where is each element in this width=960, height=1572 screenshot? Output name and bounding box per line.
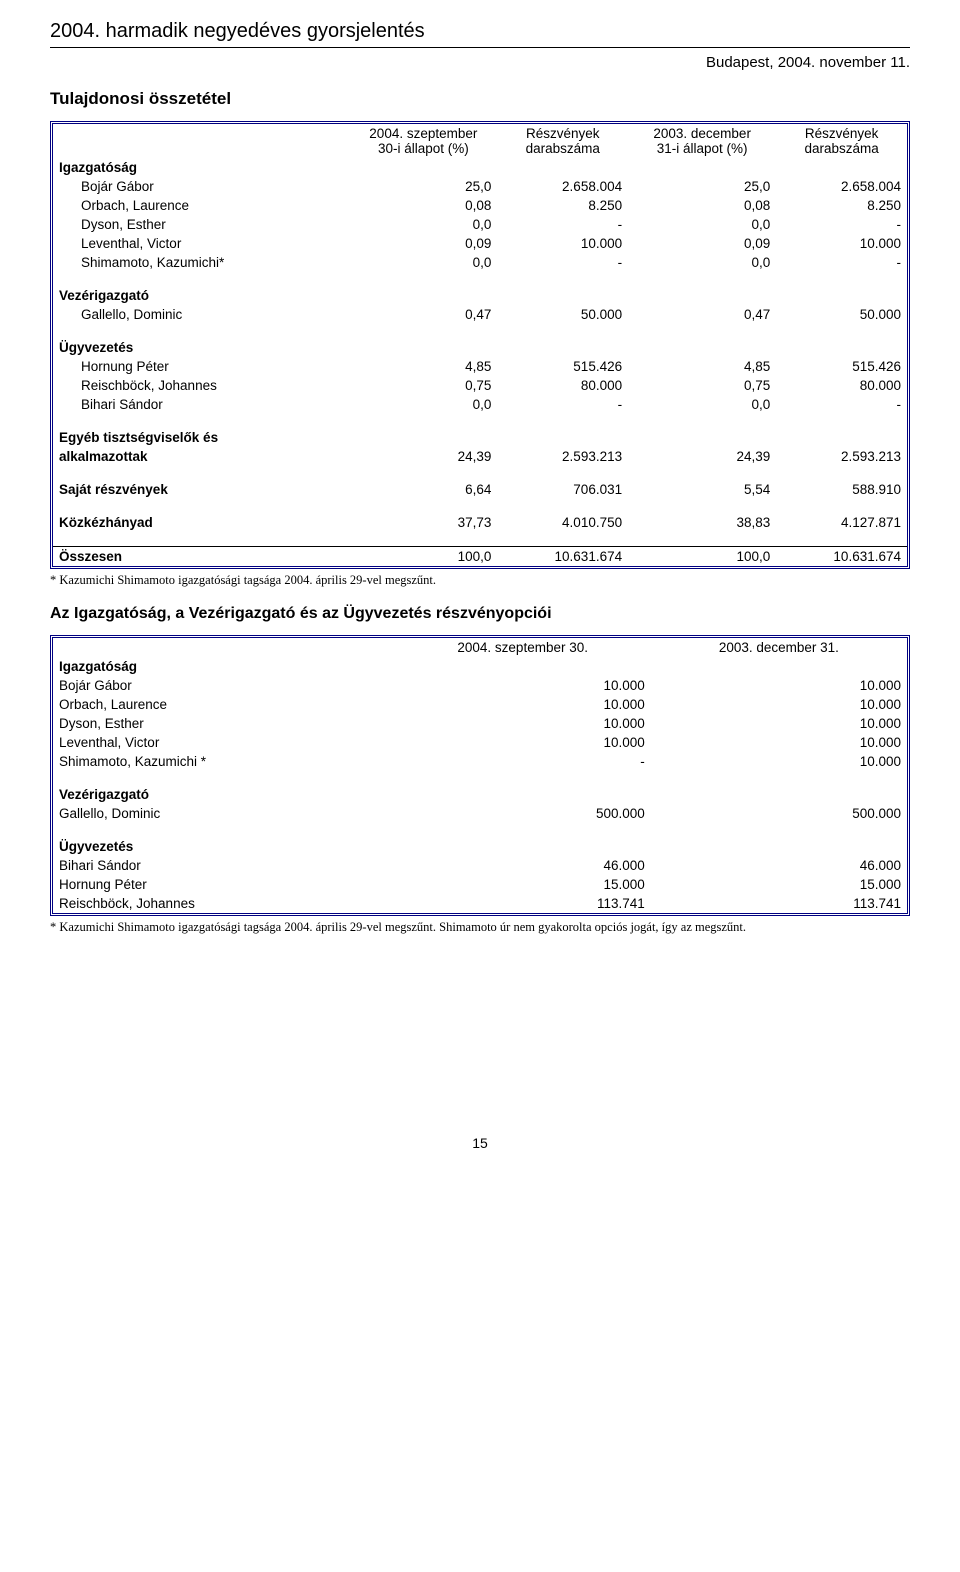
table-row: Saját részvények6,64706.0315,54588.910 (53, 480, 907, 499)
spacer (53, 414, 907, 428)
table-row: Hornung Péter4,85515.4264,85515.426 (53, 357, 907, 376)
table-row: Bojár Gábor10.00010.000 (53, 676, 907, 695)
spacer (53, 466, 907, 480)
table-row: Reischböck, Johannes113.741113.741 (53, 894, 907, 913)
spacer (53, 499, 907, 513)
table-row: Gallello, Dominic0,4750.0000,4750.000 (53, 305, 907, 324)
spacer (53, 771, 907, 785)
header-line: 2004. harmadik negyedéves gyorsjelentés (50, 20, 910, 48)
spacer (53, 324, 907, 338)
section-row: Igazgatóság (53, 657, 907, 676)
table-row: Shimamoto, Kazumichi*0,0-0,0- (53, 253, 907, 272)
table-row: Hornung Péter15.00015.000 (53, 875, 907, 894)
col-header: Részvények darabszáma (776, 124, 907, 158)
table-row: Reischböck, Johannes0,7580.0000,7580.000 (53, 376, 907, 395)
table-row: Közkézhányad37,734.010.75038,834.127.871 (53, 513, 907, 532)
table-row: Shimamoto, Kazumichi *-10.000 (53, 752, 907, 771)
section-row: Igazgatóság (53, 158, 907, 177)
col-header: 2003. december 31. (651, 638, 907, 657)
table-row: Leventhal, Victor0,0910.0000,0910.000 (53, 234, 907, 253)
page: 2004. harmadik negyedéves gyorsjelentés … (0, 0, 960, 1191)
table-row: Bihari Sándor46.00046.000 (53, 856, 907, 875)
options-footnote: * Kazumichi Shimamoto igazgatósági tagsá… (50, 920, 910, 936)
spacer (53, 532, 907, 547)
table-row: Orbach, Laurence10.00010.000 (53, 695, 907, 714)
options-title: Az Igazgatóság, a Vezérigazgató és az Üg… (50, 605, 910, 623)
table-row: Gallello, Dominic500.000500.000 (53, 804, 907, 823)
options-table-frame: 2004. szeptember 30. 2003. december 31. … (50, 635, 910, 916)
table-row: Bihari Sándor0,0-0,0- (53, 395, 907, 414)
col-header: 2004. szeptember 30. (395, 638, 651, 657)
col-header: Részvények darabszáma (497, 124, 628, 158)
table-header-row: 2004. szeptember 30-i állapot (%) Részvé… (53, 124, 907, 158)
section-row: Vezérigazgató (53, 785, 907, 804)
section-row: Ügyvezetés (53, 837, 907, 856)
options-table: 2004. szeptember 30. 2003. december 31. … (53, 638, 907, 913)
section-row: Ügyvezetés (53, 338, 907, 357)
ownership-table: 2004. szeptember 30-i állapot (%) Részvé… (53, 124, 907, 566)
spacer (53, 823, 907, 837)
date-location: Budapest, 2004. november 11. (50, 54, 910, 71)
total-row: Összesen 100,0 10.631.674 100,0 10.631.6… (53, 547, 907, 567)
spacer (53, 272, 907, 286)
report-title: 2004. harmadik negyedéves gyorsjelentés (50, 20, 425, 42)
col-header: 2004. szeptember 30-i állapot (%) (349, 124, 497, 158)
table-row: Leventhal, Victor10.00010.000 (53, 733, 907, 752)
ownership-title: Tulajdonosi összetétel (50, 89, 910, 109)
col-header: 2003. december 31-i állapot (%) (628, 124, 776, 158)
page-number: 15 (50, 1135, 910, 1151)
table-row: Bojár Gábor25,02.658.00425,02.658.004 (53, 177, 907, 196)
table-row: alkalmazottak24,392.593.21324,392.593.21… (53, 447, 907, 466)
section-row: Egyéb tisztségviselők és (53, 428, 907, 447)
ownership-table-frame: 2004. szeptember 30-i állapot (%) Részvé… (50, 121, 910, 569)
ownership-footnote: * Kazumichi Shimamoto igazgatósági tagsá… (50, 573, 910, 589)
table-row: Dyson, Esther0,0-0,0- (53, 215, 907, 234)
table-header-row: 2004. szeptember 30. 2003. december 31. (53, 638, 907, 657)
table-row: Orbach, Laurence0,088.2500,088.250 (53, 196, 907, 215)
table-row: Dyson, Esther10.00010.000 (53, 714, 907, 733)
section-row: Vezérigazgató (53, 286, 907, 305)
